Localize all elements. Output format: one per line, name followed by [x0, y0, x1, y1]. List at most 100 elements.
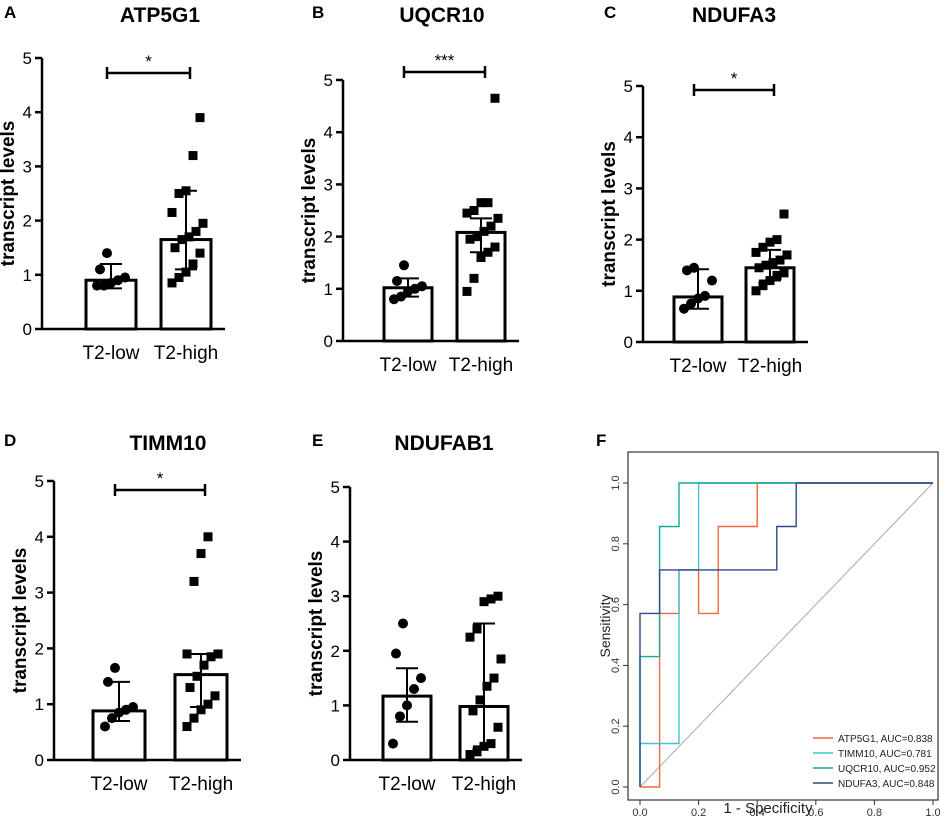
legend-label: NDUFA3, AUC=0.848	[838, 779, 935, 790]
data-point-square	[493, 213, 503, 223]
y-tick-label: 4	[324, 123, 333, 142]
data-point-circle	[92, 280, 102, 291]
panel-letter-f: F	[596, 431, 606, 450]
data-point-square	[206, 652, 216, 662]
x-tick-label: 0.4	[750, 807, 765, 817]
data-point-square	[167, 207, 177, 217]
data-point-square	[779, 209, 789, 219]
data-point-square	[196, 705, 206, 715]
x-axis-label: 1 - Specificity	[723, 800, 813, 817]
chart-title: UQCR10	[399, 4, 484, 27]
data-point-circle	[417, 281, 427, 292]
data-point-square	[476, 198, 486, 208]
data-point-square	[758, 242, 768, 252]
y-tick-label: 3	[331, 587, 340, 606]
data-point-square	[189, 713, 199, 723]
data-point-circle	[395, 711, 405, 722]
data-point-square	[181, 186, 191, 196]
data-point-square	[486, 221, 496, 231]
y-tick-label: 1.0	[610, 475, 622, 490]
data-point-square	[192, 671, 202, 681]
data-point-square	[465, 750, 475, 760]
data-point-square	[765, 237, 775, 247]
data-point-square	[191, 226, 201, 236]
y-tick-label: 1	[624, 282, 633, 301]
y-axis-label: Sensitivity	[597, 594, 613, 657]
y-tick-label: 0.6	[610, 597, 622, 612]
legend-label: ATP5G1, AUC=0.838	[838, 734, 933, 745]
chart-title: NDUFA3	[692, 4, 776, 27]
significance-stars: ***	[435, 51, 455, 70]
data-point-circle	[103, 676, 113, 687]
data-point-square	[490, 242, 500, 252]
y-tick-label: 1	[23, 266, 32, 285]
y-tick-label: 2	[324, 228, 333, 247]
data-point-square	[472, 624, 482, 634]
y-tick-label: 0.2	[610, 719, 622, 734]
y-tick-label: 2	[624, 231, 633, 250]
data-point-square	[479, 741, 489, 751]
data-point-square	[772, 235, 782, 245]
significance-stars: *	[145, 52, 152, 71]
panel-letter-e: E	[312, 431, 323, 450]
y-tick-label: 5	[23, 49, 32, 68]
data-point-square	[496, 654, 506, 664]
data-point-square	[189, 576, 199, 586]
data-point-circle	[679, 303, 689, 314]
data-point-square	[182, 649, 192, 659]
y-tick-label: 5	[324, 71, 333, 90]
y-tick-label: 0	[331, 751, 340, 770]
chart-title: NDUFAB1	[394, 432, 493, 455]
plot-frame	[627, 451, 939, 801]
panel-letter-b: B	[312, 3, 324, 22]
y-tick-label: 3	[23, 157, 32, 176]
data-point-circle	[95, 264, 105, 275]
data-point-circle	[120, 272, 130, 283]
y-tick-label: 0.4	[610, 658, 622, 673]
data-point-square	[203, 532, 213, 542]
data-point-square	[167, 278, 177, 288]
data-point-square	[483, 198, 493, 208]
chart-title: TIMM10	[129, 432, 206, 455]
panel-letter-c: C	[604, 3, 616, 22]
data-point-square	[174, 273, 184, 283]
data-point-square	[203, 699, 213, 709]
x-tick-label: 0.2	[691, 807, 706, 817]
data-point-circle	[107, 713, 117, 724]
data-point-square	[476, 252, 486, 262]
data-point-circle	[398, 618, 408, 629]
data-point-square	[195, 248, 205, 258]
data-point-square	[213, 649, 223, 659]
data-point-circle	[102, 248, 112, 259]
x-tick-label-t2-low: T2-low	[90, 774, 147, 795]
chart-title: ATP5G1	[120, 4, 200, 27]
panel-c-chart: NDUFA3 transcript levels 0 1 2 3 4 5 T2-low T2-hi…	[599, 4, 808, 377]
y-tick-label: 2	[35, 639, 44, 658]
panel-b-chart: UQCR10 transcript levels 0 1 2 3 4 5 T2-low T2-hi…	[299, 4, 519, 376]
bar-t2-high	[173, 673, 229, 762]
data-point-square	[493, 722, 503, 732]
x-tick-label-t2-low: T2-low	[82, 343, 139, 364]
y-tick-label: 5	[624, 77, 633, 96]
data-point-circle	[409, 684, 419, 695]
y-tick-label: 1	[331, 696, 340, 715]
y-tick-label: 4	[331, 533, 340, 552]
y-tick-label: 2	[23, 212, 32, 231]
data-point-circle	[689, 262, 699, 273]
data-point-square	[472, 232, 482, 242]
y-tick-label: 5	[331, 478, 340, 497]
y-tick-label: 3	[624, 179, 633, 198]
y-tick-label: 0	[324, 332, 333, 351]
significance-stars: *	[731, 69, 738, 88]
data-point-square	[210, 691, 220, 701]
x-tick-label-t2-high: T2-high	[452, 774, 516, 795]
data-point-circle	[110, 662, 120, 673]
y-axis-label: transcript levels	[306, 551, 327, 697]
x-tick-label-t2-low: T2-low	[379, 355, 436, 376]
x-tick-label-t2-high: T2-high	[738, 356, 802, 377]
significance-stars: *	[157, 469, 164, 488]
data-point-circle	[388, 738, 398, 749]
data-point-square	[489, 673, 499, 683]
x-tick-label-t2-high: T2-high	[154, 343, 218, 364]
